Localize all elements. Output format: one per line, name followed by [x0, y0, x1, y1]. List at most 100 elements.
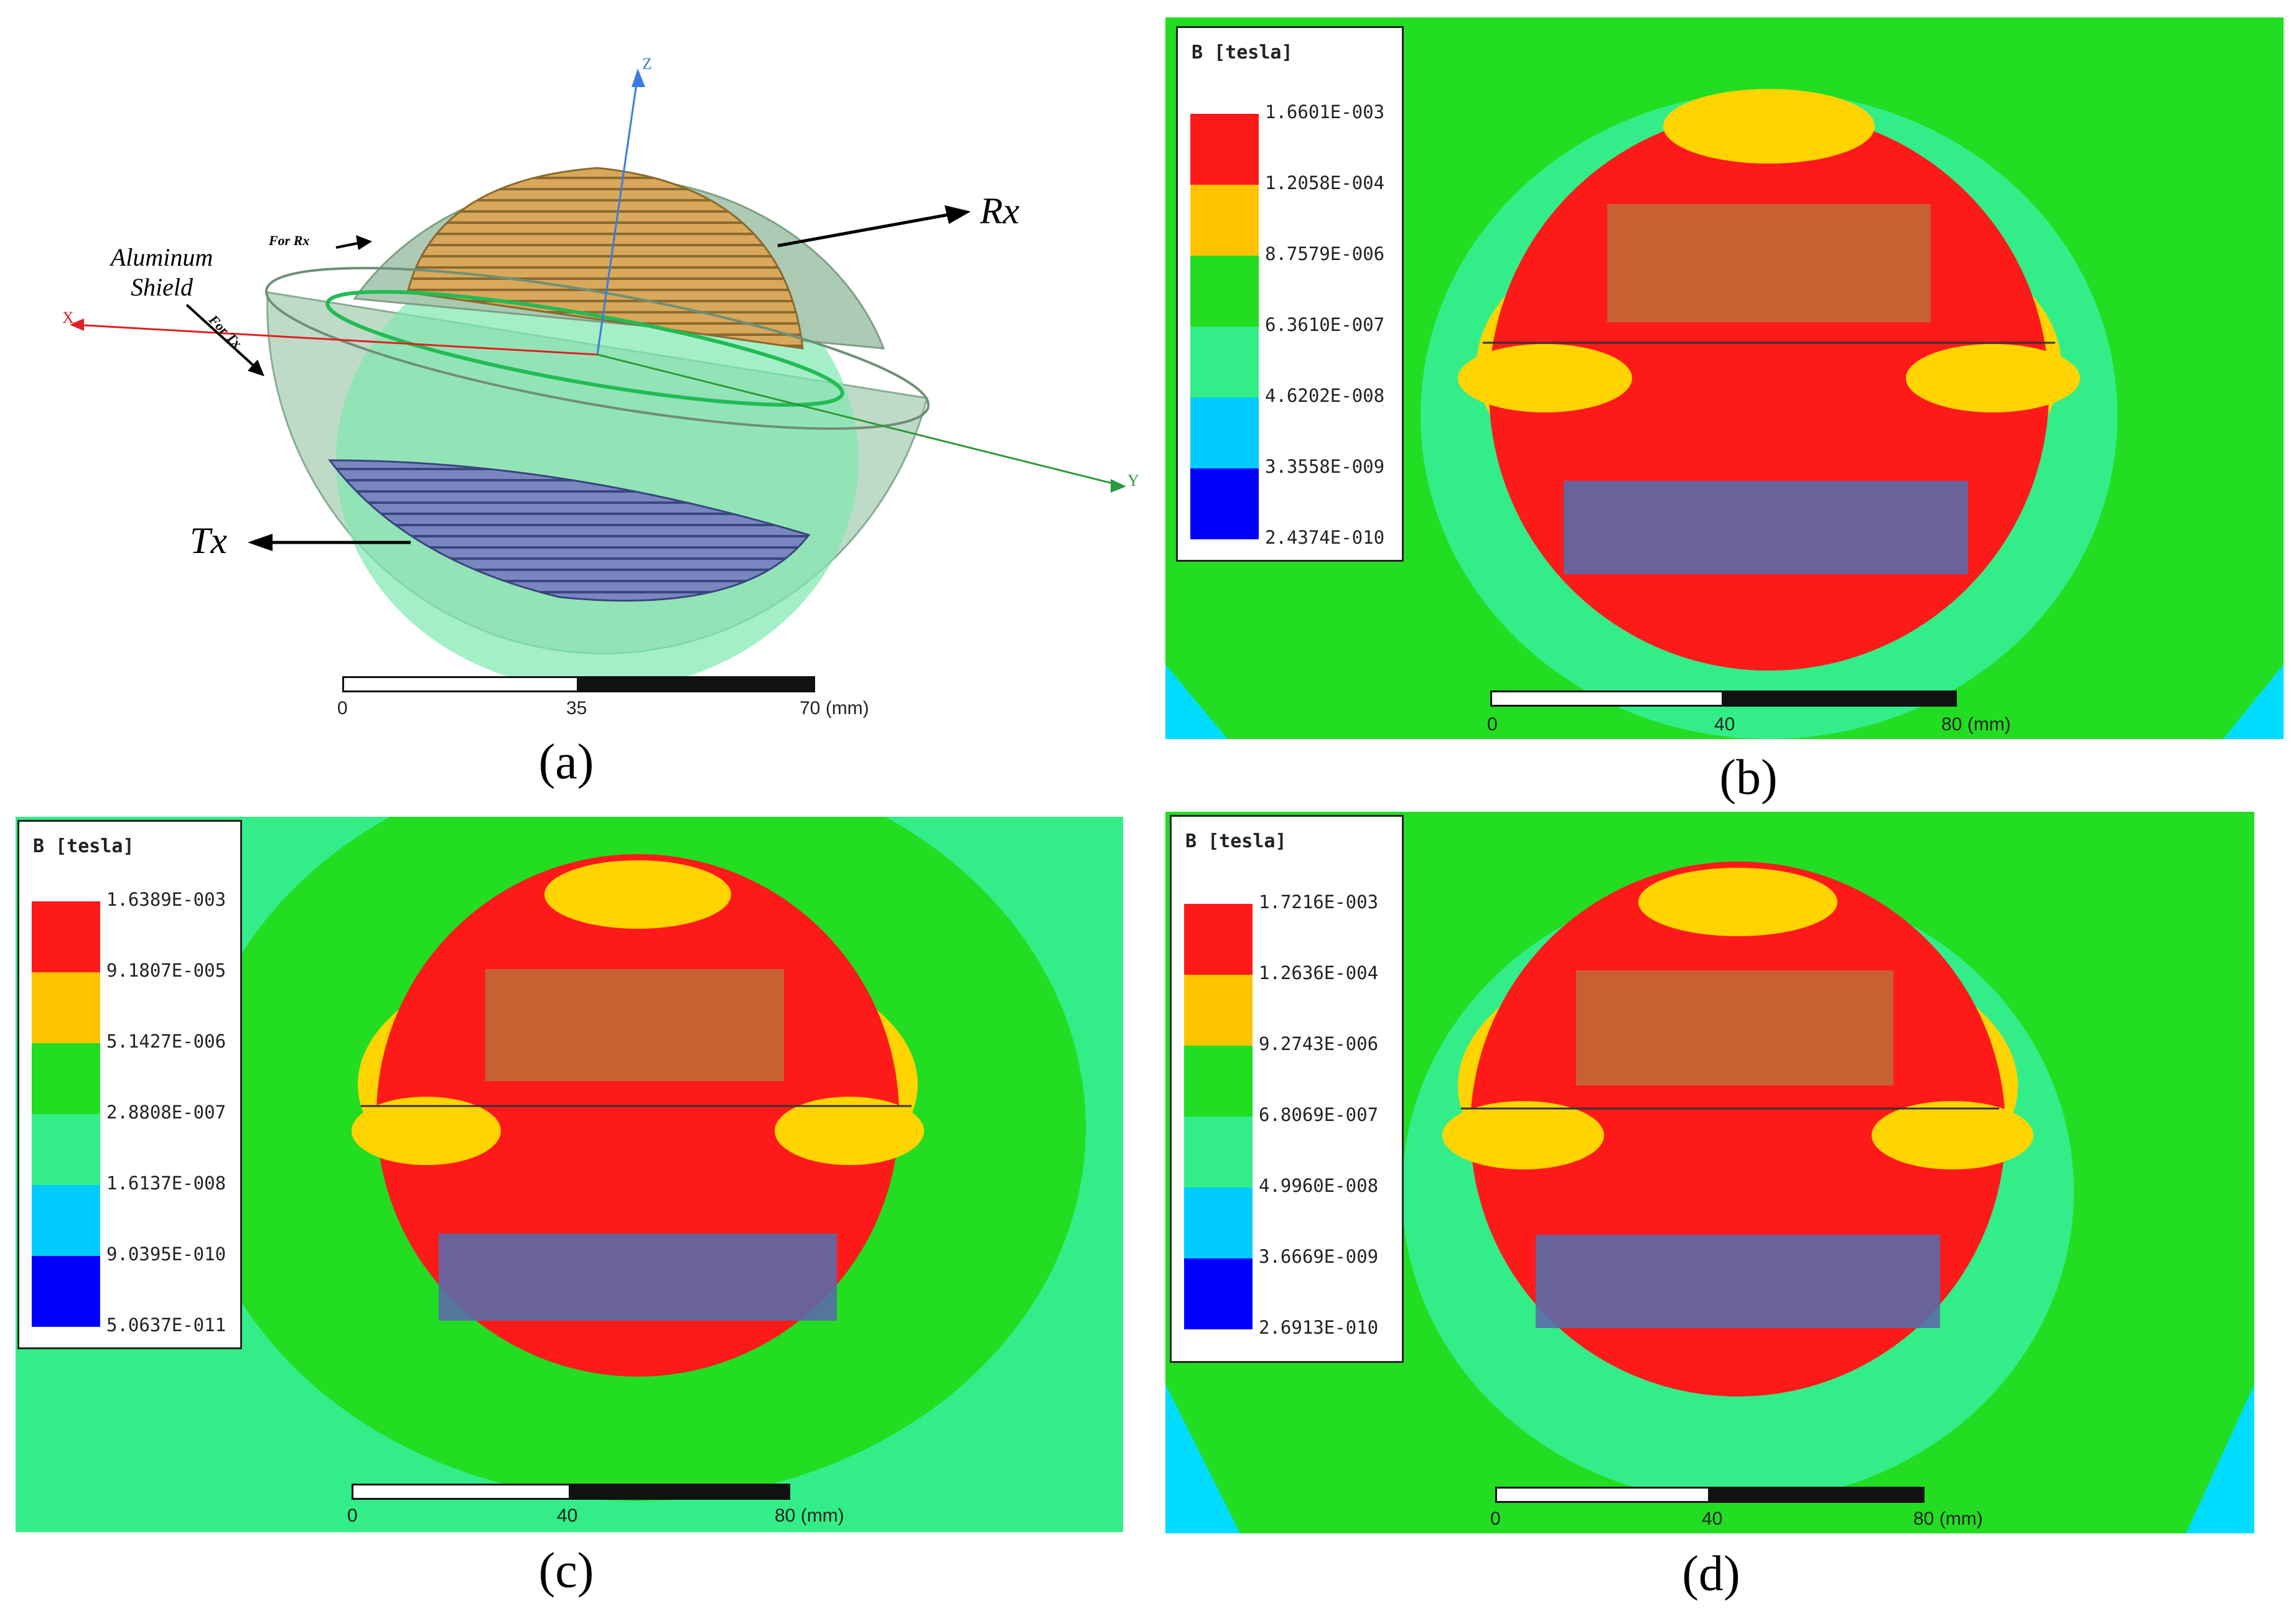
legend-b-value-3: 6.3610E-007 — [1265, 314, 1385, 335]
z-axis-arrow — [632, 68, 645, 87]
scale-tick-b-2: 80 (mm) — [1941, 714, 2011, 735]
for-tx-arrowhead — [248, 360, 264, 376]
legend-c-value-1: 9.1807E-005 — [106, 960, 226, 981]
rx-ring — [325, 290, 844, 407]
scale-tick-b-1: 40 — [1714, 714, 1735, 735]
tx-coil — [327, 459, 811, 602]
legend-b-value-0: 1.6601E-003 — [1265, 101, 1385, 123]
yellow-cap-top — [1663, 89, 1875, 164]
tx-coil-section — [1536, 1235, 1940, 1328]
scale-tick-d-2: 80 (mm) — [1913, 1508, 1983, 1529]
for-rx-arrow — [335, 241, 362, 249]
scale-tick-a-1: 35 — [566, 698, 587, 718]
legend-d-swatch-orange — [1184, 975, 1253, 1046]
legend-d-title: B [tesla] — [1185, 830, 1287, 852]
legend-d-swatch-red — [1184, 904, 1253, 975]
rx-coil-section — [1607, 204, 1931, 322]
legend-d-value-5: 3.6669E-009 — [1259, 1246, 1379, 1267]
scale-tick-c-0: 0 — [347, 1505, 358, 1526]
legend-b-value-5: 3.3558E-009 — [1265, 456, 1385, 477]
legend-b-value-6: 2.4374E-010 — [1265, 527, 1385, 548]
legend-c-swatch-orange — [32, 972, 100, 1043]
rx-coil-section — [1576, 970, 1893, 1085]
y-axis-label: Y — [1127, 472, 1139, 490]
legend-c-swatch-red — [32, 901, 100, 972]
legend-c-swatch-cyan — [32, 1185, 100, 1256]
legend-d-value-3: 6.8069E-007 — [1259, 1104, 1379, 1125]
tx-label: Tx — [190, 520, 227, 561]
yellow-cap-top — [544, 860, 731, 929]
yellow-lobe-left — [352, 1097, 501, 1165]
legend-b-value-2: 8.7579E-006 — [1265, 243, 1385, 264]
scale-bar-d — [1495, 1487, 1925, 1503]
legend-b-swatch-cyan — [1190, 397, 1259, 468]
scale-tick-a-0: 0 — [337, 698, 348, 718]
tx-arrowhead — [248, 534, 273, 551]
scale-tick-b-0: 0 — [1487, 714, 1498, 735]
for-rx-label: For Rx — [269, 233, 310, 248]
rx-arrow — [777, 213, 950, 248]
x-axis-arrow — [70, 318, 84, 331]
y-axis — [597, 353, 1121, 486]
legend-c-swatch-blue — [32, 1256, 100, 1327]
rx-arrowhead — [945, 205, 971, 224]
legend-c: B [tesla] 1.6389E-003 9.1807E-005 5.1427… — [17, 820, 242, 1349]
legend-d-swatch-green — [1184, 1046, 1253, 1117]
legend-d-swatch-blue — [1184, 1258, 1253, 1329]
legend-c-swatch-green — [32, 1043, 100, 1114]
tx-coil-section — [1564, 481, 1968, 574]
z-axis-label: Z — [642, 55, 652, 73]
y-axis-arrow — [1111, 479, 1126, 493]
x-axis — [74, 323, 598, 356]
legend-b-title: B [tesla] — [1192, 42, 1293, 63]
legend-d-value-6: 2.6913E-010 — [1259, 1317, 1379, 1338]
yellow-cap-top — [1638, 868, 1837, 936]
shield-label: Aluminum Shield — [110, 243, 213, 301]
legend-d-value-4: 4.9960E-008 — [1259, 1175, 1379, 1196]
legend-c-title: B [tesla] — [33, 835, 134, 857]
tx-coil-section — [439, 1234, 837, 1321]
legend-d-swatch-cyan — [1184, 1188, 1253, 1258]
legend-b-swatch-red — [1190, 114, 1259, 185]
scale-tick-a-2: 70 (mm) — [800, 698, 869, 718]
legend-c-value-6: 5.0637E-011 — [106, 1314, 226, 1336]
scale-bar-c — [352, 1484, 790, 1500]
yellow-lobe-right — [1872, 1101, 2033, 1169]
rx-label: Rx — [980, 190, 1020, 231]
z-axis — [596, 74, 639, 355]
legend-b-swatch-orange — [1190, 185, 1259, 256]
legend-c-value-4: 1.6137E-008 — [106, 1173, 226, 1194]
legend-c-value-2: 5.1427E-006 — [106, 1031, 226, 1052]
caption-a: (a) — [538, 735, 594, 789]
for-tx-arrow — [185, 304, 256, 368]
panel-b-svg — [1165, 89, 2284, 739]
yellow-lobe-left — [1442, 1101, 1604, 1169]
corner-cyan-right — [2223, 664, 2284, 739]
legend-d-swatch-light-green — [1184, 1117, 1253, 1188]
legend-d-value-0: 1.7216E-003 — [1259, 891, 1379, 913]
corner-cyan-right — [2186, 1384, 2254, 1533]
panel-a-svg — [70, 68, 1126, 690]
corner-cyan-left — [1165, 664, 1228, 739]
scale-tick-c-1: 40 — [557, 1505, 578, 1526]
scale-tick-d-1: 40 — [1702, 1508, 1723, 1529]
for-rx-arrowhead — [356, 235, 372, 250]
legend-d: B [tesla] 1.7216E-003 1.2636E-004 9.2743… — [1170, 815, 1404, 1363]
scale-bar-b — [1490, 690, 1957, 707]
yellow-lobe-right — [775, 1097, 924, 1165]
panel-a-geometry: Rx Tx Aluminum Shield For Rx For Tx Z Y … — [0, 0, 1164, 778]
panel-d-svg — [1165, 862, 2254, 1533]
legend-d-value-2: 9.2743E-006 — [1259, 1033, 1379, 1054]
legend-b-swatch-green — [1190, 256, 1259, 327]
legend-c-value-0: 1.6389E-003 — [106, 889, 226, 910]
legend-b: B [tesla] 1.6601E-003 1.2058E-004 8.7579… — [1176, 26, 1404, 562]
caption-c: (c) — [538, 1543, 594, 1598]
x-axis-label: X — [62, 309, 74, 327]
corner-cyan-left — [1165, 1384, 1240, 1533]
legend-c-value-3: 2.8808E-007 — [106, 1102, 226, 1123]
scale-tick-d-0: 0 — [1490, 1508, 1501, 1529]
rx-coil-section — [485, 969, 784, 1081]
caption-d: (d) — [1682, 1546, 1740, 1601]
legend-b-value-1: 1.2058E-004 — [1265, 172, 1385, 193]
legend-c-value-5: 9.0395E-010 — [106, 1243, 226, 1265]
